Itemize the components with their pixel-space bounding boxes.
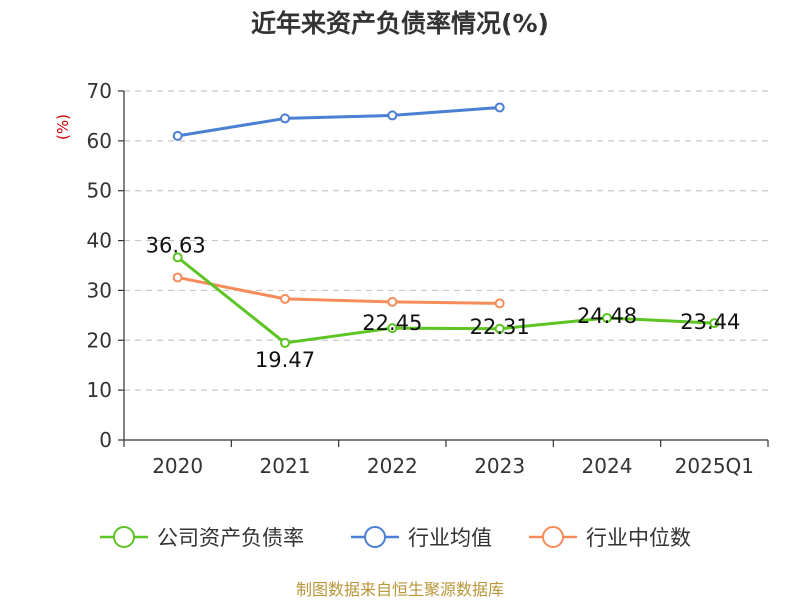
data-label: 19.47 <box>255 348 315 372</box>
series-1 <box>172 102 505 141</box>
grid-lines <box>124 90 768 391</box>
series-line <box>177 275 500 305</box>
data-point[interactable] <box>494 323 505 334</box>
data-point[interactable] <box>387 296 398 307</box>
legend-item[interactable]: 行业中位数 <box>529 526 691 550</box>
data-label: 23.44 <box>680 310 740 334</box>
x-tick-label: 2024 <box>582 454 633 478</box>
data-point[interactable] <box>172 272 183 283</box>
data-point[interactable] <box>387 110 398 121</box>
y-tick-label: 50 <box>87 179 112 203</box>
data-point[interactable] <box>387 323 398 334</box>
data-point[interactable] <box>172 130 183 141</box>
x-tick-label: 2025Q1 <box>675 454 754 478</box>
data-point[interactable] <box>494 298 505 309</box>
legend-item[interactable]: 行业均值 <box>351 526 492 550</box>
axes: 0 10 20 30 40 50 60 70 2020 2021 2022 2023 2024 2025Q… <box>87 79 769 478</box>
series-0 <box>172 252 720 348</box>
x-tick-label: 2020 <box>152 454 203 478</box>
data-label: 36.63 <box>146 233 206 257</box>
series-line <box>176 256 715 345</box>
legend-label: 行业均值 <box>408 526 492 550</box>
y-axis-label: (%) <box>54 114 72 140</box>
series-2 <box>172 272 505 309</box>
data-labels: 36.63 19.47 22.45 22.31 24.48 23.44 <box>146 233 741 372</box>
x-tick-label: 2021 <box>260 454 311 478</box>
y-tick-label: 40 <box>87 229 112 253</box>
data-point[interactable] <box>494 102 505 113</box>
series-line <box>177 105 500 138</box>
legend-label: 行业中位数 <box>586 526 691 550</box>
legend-marker-icon <box>542 526 564 548</box>
legend-marker-icon <box>364 526 386 548</box>
y-tick-label: 30 <box>87 278 112 302</box>
data-point[interactable] <box>280 337 290 348</box>
y-tick-label: 10 <box>87 378 112 402</box>
legend-label: 公司资产负债率 <box>157 526 304 550</box>
x-tick-label: 2022 <box>367 454 418 478</box>
data-label: 22.31 <box>470 315 530 339</box>
legend-marker-icon <box>113 526 135 548</box>
data-point[interactable] <box>172 252 183 263</box>
y-tick-label: 60 <box>87 129 112 153</box>
series-layer <box>172 102 720 348</box>
data-point[interactable] <box>709 318 720 329</box>
y-tick-label: 0 <box>99 428 112 452</box>
legend-item[interactable]: 公司资产负债率 <box>100 526 304 550</box>
y-tick-label: 70 <box>87 79 112 103</box>
chart-title: 近年来资产负债率情况(%) <box>251 9 549 38</box>
data-point[interactable] <box>280 113 290 124</box>
data-point[interactable] <box>280 293 290 304</box>
source-note: 制图数据来自恒生聚源数据库 <box>296 580 504 599</box>
x-tick-label: 2023 <box>474 454 525 478</box>
data-point[interactable] <box>602 312 612 323</box>
data-label: 22.45 <box>362 311 422 335</box>
data-label: 24.48 <box>577 304 637 328</box>
legend: 公司资产负债率 行业均值 行业中位数 <box>100 526 691 550</box>
y-tick-label: 20 <box>87 328 112 352</box>
